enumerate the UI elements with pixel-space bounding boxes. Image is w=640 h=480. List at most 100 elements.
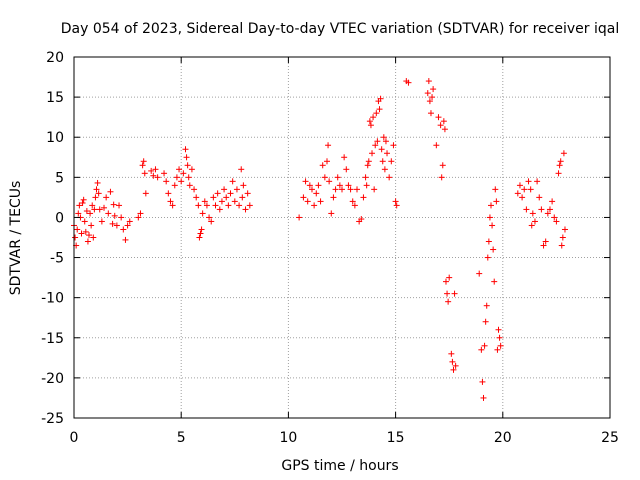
data-point — [540, 242, 547, 249]
data-point — [91, 206, 98, 213]
data-point — [334, 174, 341, 181]
data-point — [437, 122, 444, 129]
data-point — [96, 206, 103, 213]
data-point — [75, 210, 82, 217]
data-point — [141, 170, 148, 177]
data-point — [182, 146, 189, 153]
data-point — [201, 198, 208, 205]
data-point — [93, 186, 100, 193]
data-point — [494, 346, 501, 353]
data-point — [118, 214, 125, 221]
data-point — [225, 202, 232, 209]
data-point — [196, 234, 203, 241]
data-point — [137, 210, 144, 217]
data-point — [435, 114, 442, 121]
data-point — [489, 222, 496, 229]
data-point — [349, 198, 356, 205]
data-point — [519, 194, 526, 201]
data-point — [321, 174, 328, 181]
grid-lines — [74, 57, 610, 418]
data-point — [176, 166, 183, 173]
data-point — [446, 274, 453, 281]
data-point — [549, 198, 556, 205]
data-point — [300, 194, 307, 201]
data-point — [218, 198, 225, 205]
data-point — [424, 90, 431, 97]
data-point — [246, 202, 253, 209]
data-point — [111, 212, 118, 219]
data-point — [493, 198, 500, 205]
data-point — [351, 202, 358, 209]
data-point — [236, 202, 243, 209]
data-point — [546, 206, 553, 213]
data-point — [429, 94, 436, 101]
data-point — [74, 226, 81, 233]
data-point — [379, 158, 386, 165]
data-point — [425, 78, 432, 85]
data-point — [381, 166, 388, 173]
data-point — [78, 230, 85, 237]
data-point — [523, 206, 530, 213]
data-point — [233, 186, 240, 193]
data-point — [390, 142, 397, 149]
data-point — [163, 178, 170, 185]
data-point — [140, 158, 147, 165]
data-point — [169, 202, 176, 209]
data-point — [561, 226, 568, 233]
data-point — [372, 142, 379, 149]
data-point — [330, 194, 337, 201]
data-point — [323, 158, 330, 165]
data-point — [92, 194, 99, 201]
data-point — [103, 194, 110, 201]
data-point — [536, 194, 543, 201]
data-point — [191, 186, 198, 193]
data-point — [482, 318, 489, 325]
data-point — [440, 118, 447, 125]
data-point — [150, 172, 157, 179]
data-point — [315, 182, 322, 189]
data-point — [529, 210, 536, 217]
y-tick-label: -25 — [41, 411, 64, 427]
data-point — [203, 202, 210, 209]
data-point — [161, 170, 168, 177]
y-axis-title: SDTVAR / TECUs — [8, 181, 24, 296]
data-point — [239, 194, 246, 201]
data-point — [152, 166, 159, 173]
data-point — [551, 214, 558, 221]
x-tick-label: 10 — [279, 430, 297, 446]
data-point — [110, 201, 117, 208]
data-point — [481, 342, 488, 349]
data-point — [427, 110, 434, 117]
data-point — [229, 178, 236, 185]
data-point — [139, 162, 146, 169]
data-point — [89, 202, 96, 209]
data-point — [313, 190, 320, 197]
x-tick-label: 5 — [177, 430, 186, 446]
data-point — [76, 202, 83, 209]
data-point — [439, 162, 446, 169]
data-point — [82, 228, 89, 235]
data-point — [154, 174, 161, 181]
data-point — [113, 222, 120, 229]
data-point — [210, 194, 217, 201]
data-point — [208, 218, 215, 225]
data-point — [109, 220, 116, 227]
data-point — [86, 232, 93, 239]
data-point — [531, 218, 538, 225]
data-point — [197, 230, 204, 237]
data-point — [374, 138, 381, 145]
data-point — [516, 182, 523, 189]
data-point — [339, 186, 345, 193]
data-point — [95, 190, 102, 197]
x-tick-label: 0 — [70, 430, 79, 446]
data-point — [212, 202, 219, 209]
data-point — [242, 206, 249, 213]
y-tick-label: -20 — [41, 371, 64, 387]
data-point — [84, 238, 91, 245]
data-point — [369, 150, 376, 157]
data-point — [544, 210, 551, 217]
data-point — [559, 234, 566, 241]
x-axis-ticks: 0 5 10 15 20 25 — [70, 57, 619, 446]
data-point — [167, 198, 174, 205]
